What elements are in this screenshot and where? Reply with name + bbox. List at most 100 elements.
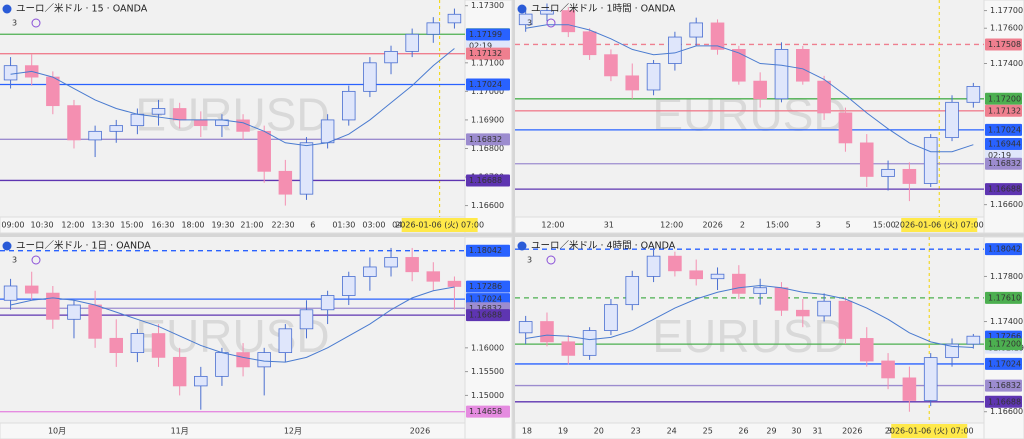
countdown-tag [985, 149, 1022, 161]
price-tag [985, 183, 1022, 196]
price-tag-label: 1.16688 [469, 311, 502, 320]
price-tag-label: 1.17024 [469, 80, 502, 89]
symbol-icon [517, 4, 527, 14]
chart-title: ユーロ／米ドル · 15 · OANDA [16, 3, 148, 15]
price-tag-label: 1.16688 [469, 176, 502, 185]
candle-body [796, 309, 810, 317]
candle-body [796, 48, 810, 82]
candle-body [625, 276, 640, 306]
candle-body [405, 33, 419, 52]
candle-body [24, 285, 39, 294]
y-tick-label: 1.16000 [471, 343, 504, 352]
candle-body [130, 113, 145, 127]
candle-body [625, 75, 640, 91]
price-tag [466, 47, 510, 60]
x-tick-label: 2 [740, 221, 745, 230]
time-highlight-label: 2026-01-06 (火) 07:00 [885, 427, 974, 436]
candle-body [859, 338, 874, 362]
candle-body [689, 22, 703, 38]
candle-body [732, 273, 746, 294]
candle-body [561, 341, 576, 356]
x-tick-label: 10:30 [31, 221, 54, 230]
candle-body [561, 10, 576, 33]
plot-area: EURUSD [515, 237, 984, 423]
pane-background [0, 237, 512, 439]
price-tag-label: 1.17200 [988, 94, 1021, 103]
price-tag [985, 137, 1022, 150]
candle-body [130, 333, 145, 353]
candle-body [384, 257, 398, 268]
candle-body [646, 255, 661, 277]
x-tick-label: 12月 [284, 427, 302, 436]
candle-body [518, 13, 533, 26]
pane-background [0, 0, 512, 233]
candle-body [3, 65, 18, 81]
candle-body [426, 22, 441, 35]
candle-body [753, 287, 767, 294]
candle-body [109, 125, 123, 132]
candle-body [320, 119, 335, 144]
price-tag [466, 133, 510, 146]
candle-body [966, 86, 981, 103]
y-tick-label: 1.17000 [471, 87, 504, 96]
x-tick-label: 13:30 [91, 221, 114, 230]
candle-body [881, 168, 895, 177]
candle-body [257, 352, 271, 368]
y-tick-label: 1.16600 [990, 407, 1023, 416]
y-tick-label: 1.17700 [990, 6, 1023, 15]
x-tick-label: 12:00 [61, 221, 84, 230]
symbol-icon [2, 241, 12, 251]
price-tag-label: 1.17266 [988, 332, 1021, 341]
candle-body [384, 50, 398, 64]
plot-area: EURUSD [0, 247, 465, 413]
symbol-icon [517, 241, 527, 251]
price-tag [466, 293, 510, 306]
y-tick-label: 1.16800 [471, 144, 504, 153]
candle-body [518, 321, 533, 334]
indicator-icon [31, 255, 41, 265]
indicator-count: 3 [12, 19, 17, 28]
candle-body [194, 119, 208, 127]
x-tick-label: 30 [791, 427, 801, 436]
price-tag [985, 38, 1022, 51]
candle-body [172, 108, 187, 121]
price-tag-label: 1.16688 [988, 185, 1021, 194]
candle-body [710, 22, 725, 50]
y-tick-label: 1.16600 [990, 200, 1023, 209]
price-tag-label: 1.17024 [988, 125, 1021, 134]
candle-body [278, 170, 293, 195]
candle-body [215, 352, 229, 377]
y-tick-label: 1.17300 [471, 1, 504, 10]
moving-average [525, 24, 974, 153]
candle-body [540, 10, 554, 15]
x-tick-label: 2026 [702, 221, 722, 230]
candle-body [689, 270, 703, 280]
price-tag [985, 157, 1022, 170]
x-tick-label: 10月 [48, 427, 66, 436]
x-tick-label: 15:00 [120, 221, 143, 230]
price-tag-label: 1.17024 [988, 359, 1021, 368]
price-tag-label: 1.17132 [469, 49, 502, 58]
candle-body [774, 287, 789, 311]
candle-body [151, 333, 166, 358]
candle-body [426, 271, 441, 282]
candle-body [278, 328, 293, 353]
candle-body [363, 62, 377, 92]
x-tick-label: 26 [738, 427, 748, 436]
watermark: EURUSD [652, 310, 846, 362]
candle-body [236, 352, 250, 368]
time-highlight [401, 218, 478, 232]
x-tick-label: 12:00 [660, 221, 683, 230]
indicator-icon [546, 255, 556, 265]
candle-body [881, 360, 895, 379]
x-tick-label: 18 [522, 427, 532, 436]
countdown-tag [466, 40, 510, 52]
price-tag [985, 338, 1022, 351]
candle-body [604, 304, 618, 331]
x-tick-label: 20 [594, 427, 604, 436]
price-tag-label: 1.17200 [988, 340, 1021, 349]
candle-body [966, 335, 981, 345]
moving-average [525, 284, 974, 348]
x-tick-label: 23 [631, 427, 641, 436]
x-tick-label: 2026 [410, 427, 430, 436]
